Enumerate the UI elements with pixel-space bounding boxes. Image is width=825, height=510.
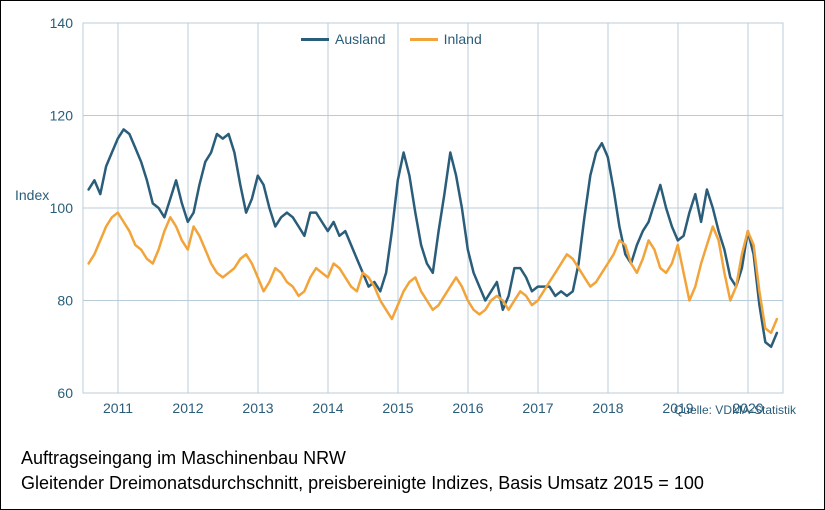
svg-text:2014: 2014 [312,400,343,416]
svg-text:2016: 2016 [452,400,483,416]
svg-text:2011: 2011 [103,400,133,416]
legend-item-ausland: Ausland [301,31,386,47]
svg-text:2015: 2015 [382,400,413,416]
svg-text:2017: 2017 [522,400,553,416]
svg-text:60: 60 [57,385,73,401]
legend-label-inland: Inland [444,31,482,47]
svg-text:100: 100 [50,200,74,216]
y-axis-label: Index [15,187,49,203]
svg-text:2012: 2012 [172,400,203,416]
caption-line-1: Auftragseingang im Maschinenbau NRW [21,446,704,470]
caption-line-2: Gleitender Dreimonatsdurchschnitt, preis… [21,471,704,495]
legend-swatch-inland [410,38,438,41]
legend-item-inland: Inland [410,31,482,47]
svg-text:2013: 2013 [242,400,273,416]
svg-text:120: 120 [50,108,74,124]
source-text: Quelle: VDMA-Statistik [674,403,796,417]
caption: Auftragseingang im Maschinenbau NRW Glei… [21,446,704,495]
legend: Ausland Inland [301,31,482,47]
svg-text:80: 80 [57,293,73,309]
line-chart-svg: 60 80 100 120 140 2011 2012 2013 2014 2015 2016 201… [1,1,825,423]
legend-swatch-ausland [301,38,329,41]
chart-frame: 60 80 100 120 140 2011 2012 2013 2014 2015 2016 201… [0,0,825,510]
svg-text:140: 140 [50,15,74,31]
legend-label-ausland: Ausland [335,31,386,47]
chart-area: 60 80 100 120 140 2011 2012 2013 2014 2015 2016 201… [1,1,825,428]
svg-text:2018: 2018 [592,400,623,416]
